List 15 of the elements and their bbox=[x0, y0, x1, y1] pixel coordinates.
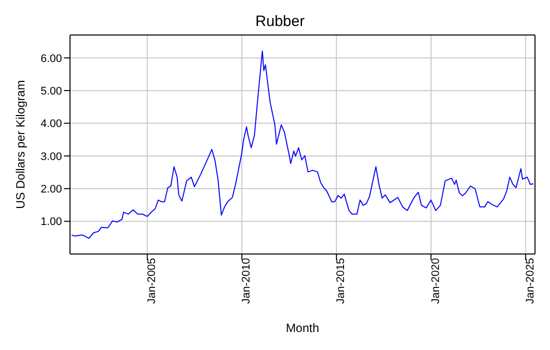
y-tick-label: 1.00 bbox=[40, 216, 62, 228]
y-tick-label: 5.00 bbox=[40, 85, 62, 98]
y-axis-title: US Dollars per Kilogram bbox=[13, 80, 28, 209]
chart-title: Rubber bbox=[255, 13, 305, 30]
x-tick-label: Jan-2025 bbox=[524, 258, 536, 304]
y-tick-label: 2.00 bbox=[40, 184, 62, 196]
y-tick-label: 6.00 bbox=[40, 52, 62, 65]
line-series bbox=[71, 50, 534, 239]
y-tick-label: 4.00 bbox=[40, 118, 62, 130]
x-tick-label: Jan-2015 bbox=[335, 258, 348, 304]
y-tick-label: 3.00 bbox=[40, 150, 62, 163]
x-tick-label: Jan-2020 bbox=[430, 258, 442, 304]
x-tick-label: Jan-2010 bbox=[240, 258, 253, 304]
x-axis-title: Month bbox=[286, 321, 320, 335]
x-tick-label: Jan-2005 bbox=[146, 258, 158, 304]
